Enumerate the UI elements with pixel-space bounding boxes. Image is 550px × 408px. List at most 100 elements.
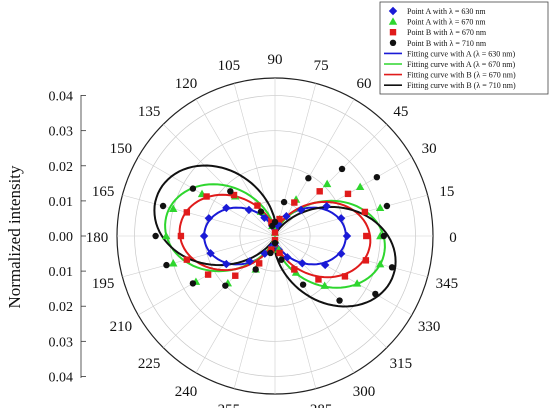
legend-box — [379, 1, 549, 95]
grid-spoke — [274, 235, 387, 348]
angle-label: 195 — [92, 276, 115, 292]
data-point-b710 — [383, 202, 391, 210]
data-point-b710 — [280, 198, 288, 206]
legend-label: Point A with λ = 630 nm — [407, 7, 486, 16]
data-point-b670 — [268, 219, 275, 226]
data-point-a630 — [298, 259, 307, 268]
grid-spoke — [122, 194, 276, 237]
data-point-b710 — [372, 290, 379, 298]
legend-label: Fitting curve with B (λ = 710 nm) — [407, 81, 516, 90]
data-point-b710 — [380, 232, 388, 240]
data-point-b710 — [299, 281, 307, 288]
data-point-b670 — [271, 229, 279, 236]
data-point-a630 — [322, 201, 331, 211]
grid-spoke — [163, 124, 276, 237]
legend-label: Point B with λ = 670 nm — [407, 28, 487, 37]
radial-tick-label: 0.04 — [49, 370, 74, 385]
angle-label: 330 — [418, 319, 441, 335]
data-points — [152, 165, 396, 304]
radial-tick-label: 0.02 — [49, 300, 74, 315]
data-point-b670 — [254, 202, 261, 209]
data-point-a630 — [283, 253, 292, 262]
legend-marker — [389, 29, 397, 36]
grid-spoke — [274, 194, 428, 237]
data-point-a630 — [320, 260, 330, 270]
data-point-b710 — [278, 256, 285, 263]
radial-tick-label: 0.00 — [49, 230, 74, 245]
legend-items: Point A with λ = 630 nm Point A with λ = … — [384, 6, 516, 90]
data-point-a630 — [199, 231, 209, 241]
grid-spoke — [233, 83, 276, 237]
angle-label: 0 — [449, 230, 457, 246]
legend-marker — [389, 39, 397, 46]
grid-spoke — [274, 83, 317, 237]
angle-label: 150 — [110, 141, 133, 157]
data-point-a630 — [282, 212, 291, 221]
data-point-b710 — [269, 222, 276, 230]
data-point-b670 — [276, 215, 283, 223]
data-point-b670 — [291, 199, 298, 206]
data-point-a670 — [320, 281, 329, 289]
radial-tick-label: 0.01 — [49, 265, 74, 280]
data-point-a670 — [375, 259, 385, 268]
legend-label: Point A with λ = 670 nm — [407, 18, 486, 27]
angle-label: 60 — [357, 76, 372, 92]
data-point-b670 — [183, 256, 191, 263]
legend-label: Fitting curve with A (λ = 630 nm) — [407, 49, 516, 58]
data-point-b670 — [183, 209, 191, 216]
data-point-a670 — [161, 231, 171, 240]
data-point-a630 — [260, 213, 269, 222]
radial-tick-label: 0.04 — [49, 90, 74, 105]
grid-spoke — [274, 99, 355, 237]
data-point-b710 — [305, 175, 312, 182]
data-point-b710 — [257, 208, 265, 215]
data-point-a630 — [245, 257, 254, 266]
y-axis-label: Normalized intensity — [5, 165, 24, 309]
legend-label: Point B with λ = 710 nm — [407, 39, 487, 48]
data-point-b710 — [388, 264, 396, 271]
data-point-b710 — [152, 232, 159, 240]
radial-tick-label: 0.03 — [49, 335, 74, 350]
data-point-b670 — [268, 246, 275, 253]
angle-label: 345 — [436, 276, 459, 292]
data-point-a670 — [352, 279, 362, 287]
angle-label: 300 — [353, 384, 376, 400]
angle-label: 120 — [175, 76, 198, 92]
data-point-b710 — [252, 266, 259, 273]
grid-spoke — [122, 235, 276, 278]
legend: Point A with λ = 630 nm Point A with λ = … — [379, 1, 549, 95]
data-point-a670 — [355, 182, 365, 191]
angle-label: 165 — [92, 184, 115, 200]
legend-marker — [388, 6, 398, 16]
data-point-a630 — [336, 214, 346, 223]
grid-spoke — [195, 235, 276, 373]
data-point-b710 — [189, 280, 197, 287]
data-point-b710 — [271, 239, 279, 247]
data-point-b670 — [341, 273, 349, 280]
data-point-b670 — [256, 260, 263, 267]
data-point-a630 — [206, 249, 215, 258]
data-point-b670 — [344, 190, 352, 198]
data-point-a630 — [244, 205, 254, 215]
data-point-b710 — [222, 282, 229, 289]
angle-labels: 0 15 30 45 60 75 90 105 120 135 150 165 180 195 210 225… — [86, 52, 458, 408]
data-point-b710 — [189, 185, 197, 192]
data-point-a670 — [169, 259, 178, 267]
data-point-a670 — [375, 203, 385, 212]
angle-label: 15 — [439, 184, 454, 200]
data-point-a630 — [336, 249, 346, 258]
data-point-a630 — [204, 214, 214, 223]
angle-label: 105 — [218, 58, 241, 74]
grid-spoke — [274, 124, 387, 237]
angle-label: 75 — [314, 58, 329, 74]
grid-spoke — [233, 235, 276, 389]
radial-axis: 0.04 0.03 0.02 0.01 0.00 0.01 0.02 0.03 0.04 Nor… — [5, 90, 86, 385]
data-point-b670 — [276, 249, 283, 257]
data-point-b670 — [315, 276, 322, 283]
data-point-b670 — [177, 232, 185, 240]
angle-label: 225 — [138, 356, 161, 372]
data-point-b670 — [362, 257, 370, 264]
data-point-b670 — [316, 188, 323, 195]
polar-grid — [116, 77, 434, 395]
